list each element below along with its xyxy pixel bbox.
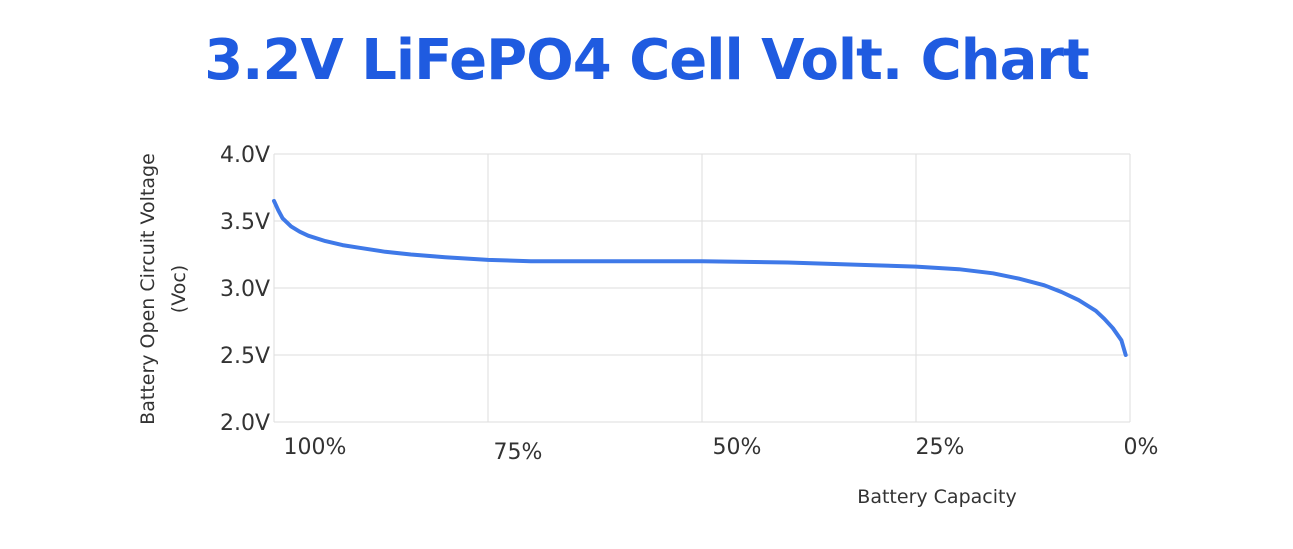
series-layer [272,198,1128,357]
y-tick-label: 2.5V [220,344,270,369]
x-axis-ticks: 100% 75% 50% 25% 0% [284,435,1159,465]
y-tick-label: 3.5V [220,210,270,235]
x-tick-label: 0% [1124,435,1159,460]
series-line [272,198,1128,357]
y-tick-label: 2.0V [220,411,270,436]
x-tick-label: 100% [284,435,347,460]
x-tick-label: 25% [916,435,965,460]
y-axis-ticks: 4.0V 3.5V 3.0V 2.5V 2.0V [220,143,270,436]
x-tick-label: 75% [494,440,543,465]
y-axis-title: Battery Open Circuit Voltage [137,153,159,425]
x-tick-label: 50% [713,435,762,460]
x-axis-title: Battery Capacity [857,486,1016,508]
grid [273,153,1131,423]
chart-title: 3.2V LiFePO4 Cell Volt. Chart [204,28,1090,93]
y-axis-title-unit: (Voc) [168,265,190,313]
y-tick-label: 4.0V [220,143,270,168]
y-tick-label: 3.0V [220,277,270,302]
